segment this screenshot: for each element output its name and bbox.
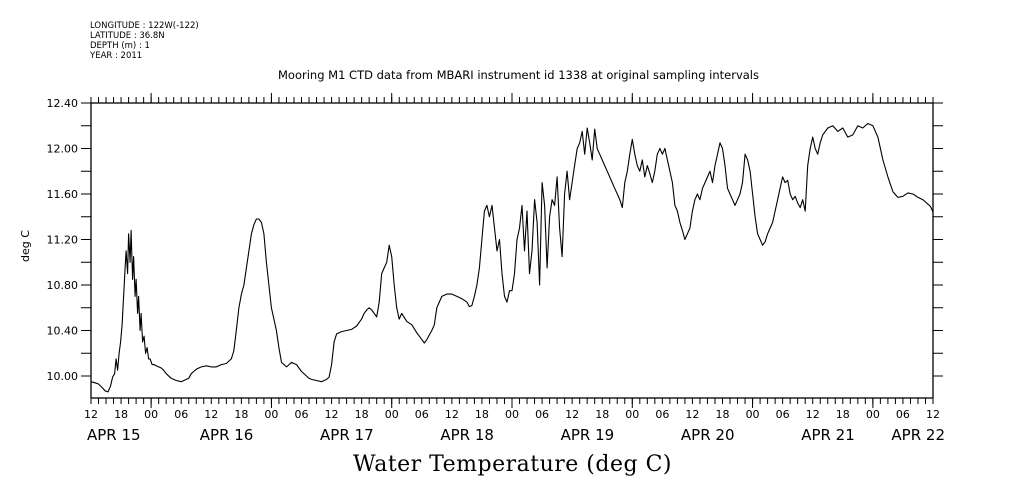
y-tick-label: 11.60 [47,188,79,201]
depth-label: DEPTH (m) : 1 [90,41,150,51]
x-tick-label: 18 [595,408,609,421]
x-tick-label: 18 [475,408,489,421]
x-tick-label: 00 [144,408,158,421]
x-tick-label: 18 [114,408,128,421]
chart-title: Mooring M1 CTD data from MBARI instrumen… [278,68,759,82]
longitude-label: LONGITUDE : 122W(-122) [90,21,199,31]
x-tick-label: 12 [445,408,459,421]
x-day-label: APR 21 [801,426,855,444]
x-day-label: APR 18 [440,426,494,444]
metadata-block: LONGITUDE : 122W(-122) LATITUDE : 36.8N … [90,21,199,61]
axis-ticks [81,93,943,408]
x-day-label: APR 20 [681,426,735,444]
x-tick-label: 12 [685,408,699,421]
y-tick-label: 12.40 [47,97,79,110]
chart-subtitle: Water Temperature (deg C) [353,452,672,477]
x-day-label: APR 19 [561,426,615,444]
y-tick-label: 10.40 [47,325,79,338]
x-tick-label: 18 [716,408,730,421]
x-tick-label: 12 [204,408,218,421]
x-tick-label: 06 [174,408,188,421]
axis-tick-labels: 10.00 10.40 10.80 11.20 11.60 12.00 12.40 12 18 0… [47,97,946,444]
x-tick-label: 06 [535,408,549,421]
y-tick-label: 11.20 [47,234,79,247]
x-tick-label: 00 [505,408,519,421]
x-tick-label: 06 [655,408,669,421]
x-day-label: APR 17 [320,426,374,444]
year-label: YEAR : 2011 [90,51,143,61]
x-day-label: APR 16 [200,426,254,444]
x-tick-label: 00 [866,408,880,421]
y-tick-label: 12.00 [47,143,79,156]
x-day-label: APR 15 [87,426,141,444]
x-tick-label: 06 [776,408,790,421]
x-tick-label: 00 [746,408,760,421]
x-tick-label: 06 [896,408,910,421]
x-tick-label: 12 [84,408,98,421]
x-tick-label: 00 [625,408,639,421]
x-tick-label: 06 [415,408,429,421]
y-tick-label: 10.00 [47,370,79,383]
x-tick-label: 12 [806,408,820,421]
plot-frame [90,102,934,399]
x-tick-label: 12 [565,408,579,421]
x-tick-label: 18 [355,408,369,421]
latitude-label: LATITUDE : 36.8N [90,31,165,41]
x-tick-label: 18 [234,408,248,421]
x-tick-label: 12 [926,408,940,421]
x-tick-label: 12 [325,408,339,421]
x-day-label: APR 22 [891,426,945,444]
x-tick-label: 06 [295,408,309,421]
x-tick-label: 00 [264,408,278,421]
y-tick-label: 10.80 [47,279,79,292]
x-tick-label: 00 [385,408,399,421]
x-tick-label: 18 [836,408,850,421]
series-line-water-temperature [90,122,934,393]
